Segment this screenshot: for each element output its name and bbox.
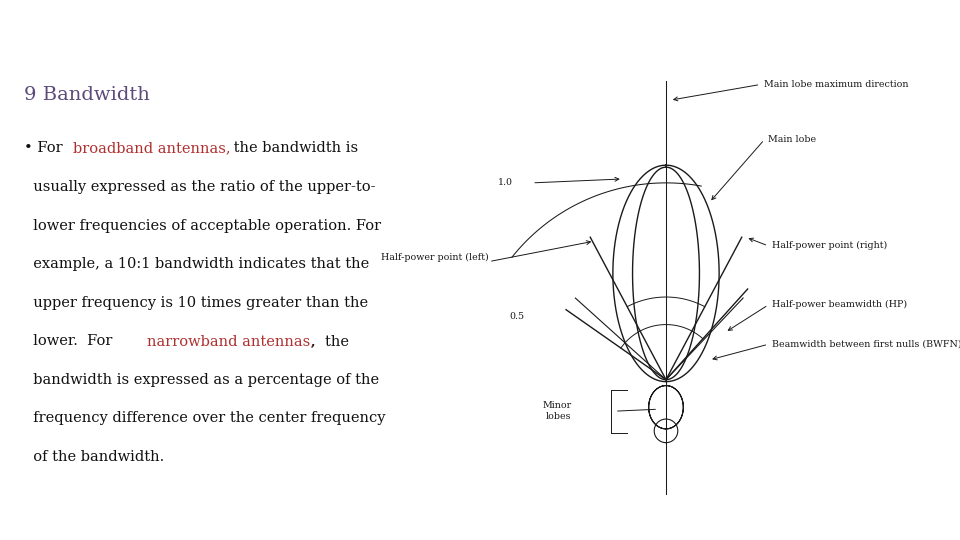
- Text: narrowband antennas,: narrowband antennas,: [147, 334, 315, 348]
- Text: Half-power beamwidth (HP): Half-power beamwidth (HP): [772, 300, 907, 309]
- Text: ,  the: , the: [311, 334, 349, 348]
- Text: lower frequencies of acceptable operation. For: lower frequencies of acceptable operatio…: [24, 219, 381, 233]
- Text: Half-power point (left): Half-power point (left): [380, 253, 489, 262]
- Text: Beamwidth between first nulls (BWFN): Beamwidth between first nulls (BWFN): [772, 340, 960, 349]
- Text: the bandwidth is: the bandwidth is: [229, 141, 358, 156]
- Text: 0.5: 0.5: [509, 312, 524, 321]
- Text: Main lobe: Main lobe: [768, 135, 816, 144]
- Text: example, a 10:1 bandwidth indicates that the: example, a 10:1 bandwidth indicates that…: [24, 257, 370, 271]
- Text: Minor
lobes: Minor lobes: [542, 401, 571, 421]
- Text: 9 Bandwidth: 9 Bandwidth: [24, 85, 150, 104]
- Text: upper frequency is 10 times greater than the: upper frequency is 10 times greater than…: [24, 296, 368, 310]
- Text: frequency difference over the center frequency: frequency difference over the center fre…: [24, 411, 386, 426]
- Text: 1.0: 1.0: [497, 178, 513, 187]
- Text: • For: • For: [24, 141, 67, 156]
- Text: usually expressed as the ratio of the upper-to-: usually expressed as the ratio of the up…: [24, 180, 375, 194]
- Text: of the bandwidth.: of the bandwidth.: [24, 450, 164, 464]
- Text: bandwidth is expressed as a percentage of the: bandwidth is expressed as a percentage o…: [24, 373, 379, 387]
- Text: lower.  For: lower. For: [24, 334, 122, 348]
- Text: Half-power point (right): Half-power point (right): [772, 241, 888, 251]
- Text: Main lobe maximum direction: Main lobe maximum direction: [764, 80, 909, 89]
- Text: broadband antennas,: broadband antennas,: [73, 141, 230, 156]
